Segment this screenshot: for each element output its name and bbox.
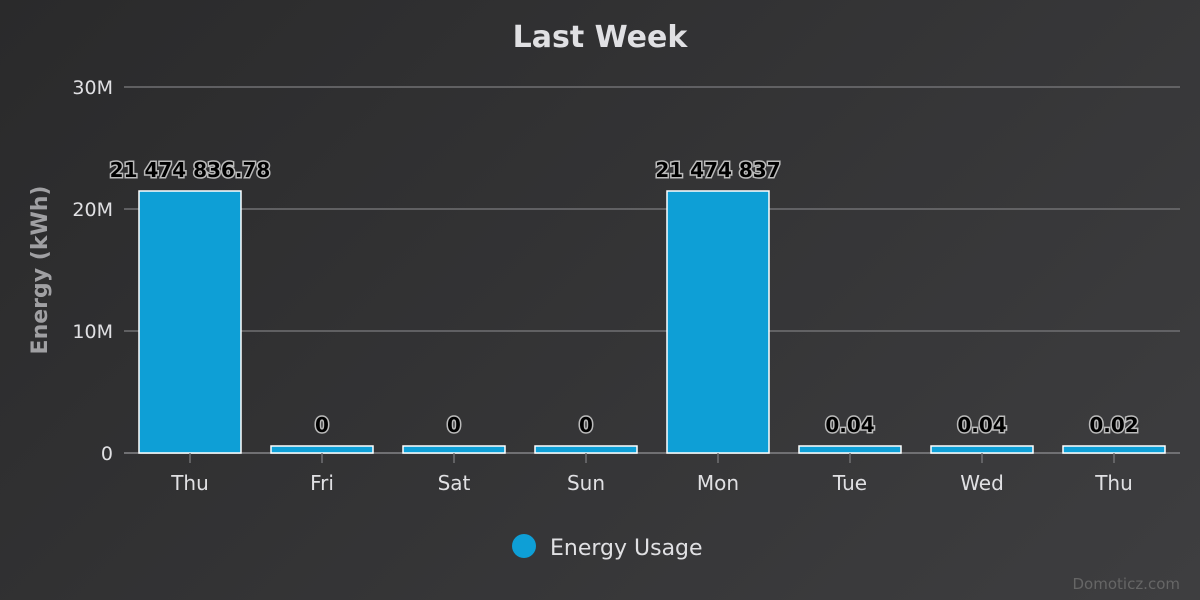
chart-title: Last Week (513, 20, 689, 55)
bar-mon-4[interactable] (666, 190, 770, 454)
x-tick-label: Thu (170, 471, 209, 495)
y-axis-ticks: 0 10M 20M 30M (72, 77, 113, 465)
data-label: 21 474 837 (655, 158, 780, 182)
legend[interactable]: Energy Usage (512, 534, 703, 561)
x-tick-label: Wed (960, 471, 1004, 495)
y-tick-label: 0 (101, 443, 113, 465)
data-labels: 21 474 836.78 0 0 0 21 474 837 0.04 0.04 0.02 (108, 157, 1140, 439)
x-tick-label: Sun (567, 471, 605, 495)
legend-item-energy-usage[interactable]: Energy Usage (550, 536, 703, 561)
y-tick-label: 30M (72, 77, 113, 99)
data-label: 0.04 (957, 413, 1006, 437)
data-label: 0.04 (825, 413, 874, 437)
x-tick-label: Mon (697, 471, 739, 495)
bars (138, 190, 1166, 454)
x-tick-label: Sat (438, 471, 471, 495)
x-tick-label: Thu (1094, 471, 1133, 495)
bar-sat-2[interactable] (402, 445, 506, 454)
bar-wed-6[interactable] (930, 445, 1034, 454)
data-label: 0 (315, 413, 329, 437)
x-tick-label: Fri (310, 471, 334, 495)
y-axis-label: Energy (kWh) (28, 186, 53, 355)
x-axis-ticks: Thu Fri Sat Sun Mon Tue Wed Thu (170, 453, 1133, 495)
data-label: 0.02 (1089, 413, 1138, 437)
bar-sun-3[interactable] (534, 445, 638, 454)
data-label: 21 474 836.78 (110, 158, 271, 182)
bar-thu-7[interactable] (1062, 445, 1166, 454)
y-tick-label: 20M (72, 199, 113, 221)
x-tick-label: Tue (832, 471, 867, 495)
bar-tue-5[interactable] (798, 445, 902, 454)
y-tick-label: 10M (72, 321, 113, 343)
data-label: 0 (579, 413, 593, 437)
data-label: 0 (447, 413, 461, 437)
credits-link[interactable]: Domoticz.com (1073, 575, 1181, 593)
grid-lines (124, 86, 1180, 454)
bar-fri-1[interactable] (270, 445, 374, 454)
bar-thu-0[interactable] (138, 190, 242, 454)
legend-marker[interactable] (512, 534, 536, 558)
